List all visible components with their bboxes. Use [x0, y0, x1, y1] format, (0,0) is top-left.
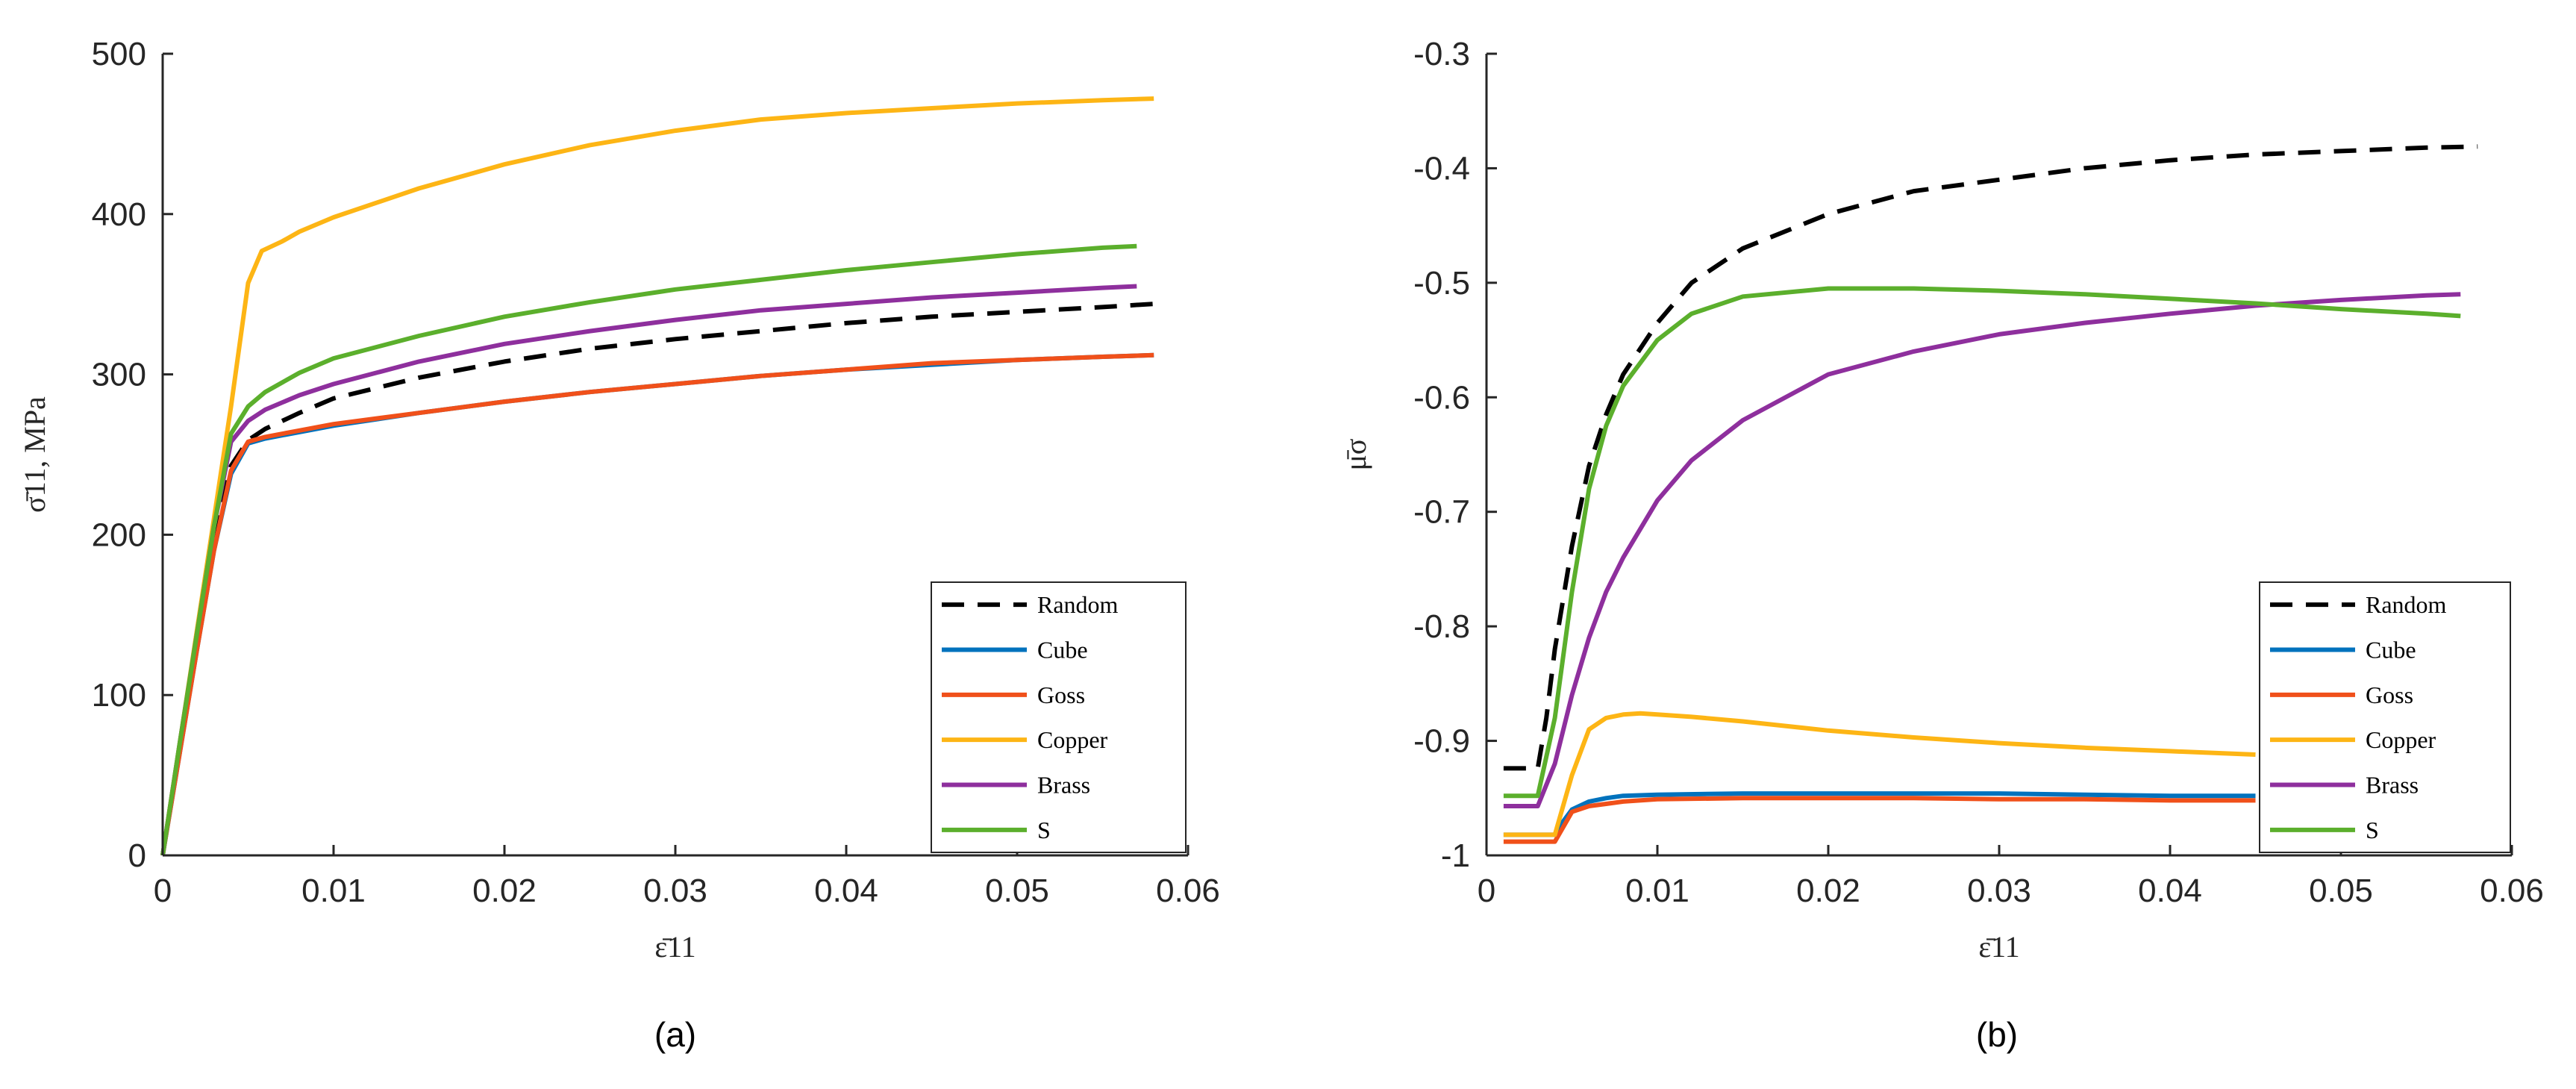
- legend-label-s: S: [1037, 817, 1051, 843]
- series-line-random: [1503, 144, 2478, 771]
- y-tick-label: 400: [92, 196, 146, 233]
- x-tick-label: 0.06: [1156, 873, 1220, 909]
- legend-label-random: Random: [1037, 591, 1119, 618]
- legend-box: [931, 581, 1187, 853]
- panel-a-y-axis-label: σ̄11, MPa: [18, 396, 51, 513]
- x-tick-label: 0.01: [1625, 873, 1689, 909]
- y-tick-label: -0.7: [1413, 494, 1470, 531]
- series-line-s: [160, 243, 1137, 856]
- y-tick-label: 0: [128, 837, 146, 874]
- y-tick-label: -0.5: [1413, 265, 1470, 302]
- y-tick-label: 300: [92, 357, 146, 393]
- panel-a-legend: Random Cube Goss Copper Brass S: [931, 581, 1187, 853]
- panel-b-label: (b): [1976, 1015, 2018, 1054]
- legend-label-cube: Cube: [1037, 637, 1088, 664]
- legend-box: [2259, 581, 2511, 853]
- legend-label-random: Random: [2366, 591, 2447, 618]
- x-tick-label: 0.03: [1967, 873, 2031, 909]
- panel-b-legend: Random Cube Goss Copper Brass S: [2259, 581, 2511, 853]
- legend-label-brass: Brass: [1037, 772, 1090, 799]
- x-tick-label: 0.04: [814, 873, 878, 909]
- panel-a-ticks: 0 0.01 0.02 0.03 0.04 0.05 0.06 0 100 200 300 400 50…: [92, 36, 1220, 909]
- panel-a: 0 0.01 0.02 0.03 0.04 0.05 0.06 0 100 200 300 400 50…: [18, 36, 1220, 1054]
- x-tick-label: 0: [1478, 873, 1495, 909]
- x-tick-label: 0.05: [985, 873, 1049, 909]
- y-tick-label: -0.3: [1413, 36, 1470, 72]
- axes-lines: [161, 54, 1188, 857]
- y-tick-label: -1: [1441, 837, 1470, 874]
- panel-a-x-axis-label: ε̄11: [654, 930, 695, 964]
- panel-b-y-axis-label: μ̄σ: [1339, 438, 1372, 470]
- legend-label-goss: Goss: [2366, 681, 2413, 708]
- x-tick-label: 0.05: [2309, 873, 2373, 909]
- panel-b-x-axis-label: ε̄11: [1978, 930, 2019, 964]
- y-tick-label: 100: [92, 677, 146, 714]
- series-line-goss: [1503, 796, 2256, 844]
- series-line-s: [1503, 286, 2461, 799]
- legend-label-goss: Goss: [1037, 681, 1085, 708]
- legend-label-s: S: [2366, 817, 2379, 843]
- axes-lines: [1485, 54, 2512, 857]
- x-tick-label: 0.01: [301, 873, 366, 909]
- series-line-goss: [160, 352, 1154, 856]
- y-tick-label: 500: [92, 36, 146, 72]
- x-tick-label: 0.02: [1796, 873, 1860, 909]
- panel-a-label: (a): [654, 1015, 696, 1054]
- y-tick-label: -0.9: [1413, 723, 1470, 760]
- x-tick-label: 0.06: [2480, 873, 2544, 909]
- y-tick-label: -0.4: [1413, 150, 1470, 187]
- legend-label-brass: Brass: [2366, 772, 2419, 799]
- panel-a-series: [160, 96, 1154, 856]
- series-line-copper: [1503, 711, 2256, 837]
- x-tick-label: 0.03: [643, 873, 707, 909]
- series-line-cube: [1503, 791, 2256, 837]
- panel-b-ticks: 0 0.01 0.02 0.03 0.04 0.05 0.06 -1 -0.9 -0.8 -0.7 -…: [1413, 36, 2544, 909]
- panel-b: 0 0.01 0.02 0.03 0.04 0.05 0.06 -1 -0.9 -0.8 -0.7 -…: [1339, 36, 2544, 1054]
- legend-label-cube: Cube: [2366, 637, 2416, 664]
- legend-label-copper: Copper: [2366, 726, 2436, 753]
- panel-b-series: [1503, 144, 2478, 844]
- legend-label-copper: Copper: [1037, 726, 1108, 753]
- y-tick-label: -0.6: [1413, 379, 1470, 416]
- x-tick-label: 0: [154, 873, 172, 909]
- x-tick-label: 0.04: [2138, 873, 2202, 909]
- y-tick-label: -0.8: [1413, 608, 1470, 645]
- y-tick-label: 200: [92, 517, 146, 553]
- x-tick-label: 0.02: [472, 873, 537, 909]
